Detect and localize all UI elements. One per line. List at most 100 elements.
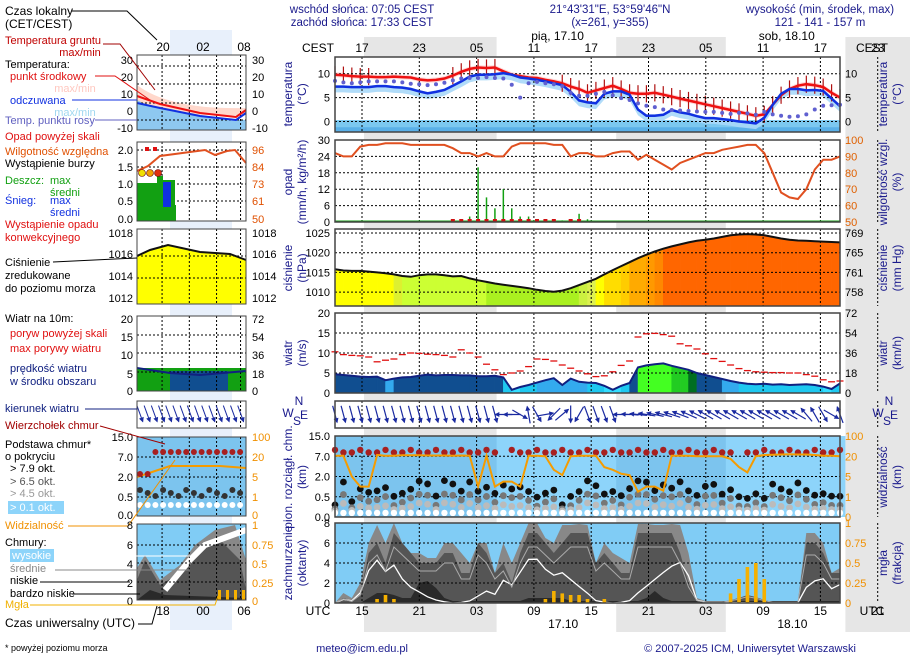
legend-wind-arrow — [215, 405, 223, 423]
cloud-base-dot-65 — [457, 496, 465, 504]
cloud-top-dot — [458, 446, 465, 454]
wind-arrow-head — [400, 417, 406, 424]
cloud-base-dot-01 — [449, 509, 457, 517]
legend-fog-bar — [242, 590, 245, 600]
legend-tick-left: 0 — [127, 106, 133, 118]
legend-cloud-base1: Podstawa chmur* — [5, 439, 92, 451]
legend-tick-right: 10 — [252, 89, 264, 101]
pressure-area — [772, 236, 782, 307]
pressure-mmhg-tick: 765 — [845, 248, 863, 260]
cloud-base-dot-45 — [584, 499, 591, 507]
legend-tick-left: 7.0 — [118, 452, 133, 464]
cloud-base-dot-01 — [516, 509, 524, 517]
temp-tick-right: 0 — [845, 116, 851, 128]
arrow-head — [211, 416, 216, 423]
pressure-area — [385, 272, 395, 307]
cloud-base-dot-01 — [533, 509, 541, 517]
legend-cloud-base-white — [137, 502, 143, 508]
cloud-base-dot-45 — [441, 499, 448, 507]
legend-tick-left: -10 — [117, 123, 133, 135]
legend-tick-left: 15.0 — [112, 432, 133, 444]
legend-local-tick: 20 — [156, 40, 170, 54]
wind-arrow-head — [494, 412, 500, 417]
local-tick: 23 — [642, 41, 656, 55]
legend-snow-bar — [163, 182, 171, 207]
precip-tick: 30 — [318, 135, 330, 147]
legend-cloud-top: Wierzchołek chmur — [5, 420, 99, 432]
cloud-base-dot-79 — [550, 486, 558, 494]
axis-title-line1: wilgotność wzgl. — [876, 139, 890, 227]
wind-arrow-head — [568, 418, 574, 424]
legend-pressure-line — [136, 243, 247, 261]
wind-arrow-head — [620, 411, 626, 417]
copyright-text: © 2007-2025 ICM, Uniwersytet Warszawski — [644, 643, 856, 655]
local-tick: 17 — [585, 41, 599, 55]
legend-over-scale-marker — [153, 147, 157, 151]
legend-tick-left: 1012 — [109, 293, 133, 305]
cloud-base-dot-45 — [516, 502, 524, 509]
pressure-area — [654, 248, 664, 307]
cloud-top-dot — [474, 449, 482, 456]
cloud-base-dot-01 — [483, 509, 490, 517]
legend-cloud-base-dot — [198, 493, 205, 499]
legend-tick-right: 54 — [252, 332, 264, 344]
utc-label-right: UTC — [860, 604, 885, 618]
legend-wind-arrow — [143, 405, 151, 423]
cloud-base-dot-65 — [659, 492, 667, 500]
wind-arrow-head — [358, 417, 364, 424]
cloud-top-dot — [710, 446, 717, 454]
wind-kmh-tick: 0 — [845, 388, 851, 400]
cover-tick: 8 — [324, 518, 330, 530]
compass-right-e: E — [890, 408, 898, 422]
cloud-base-dot-79 — [634, 477, 642, 485]
legend-cloud-base-white — [221, 502, 228, 508]
legend-cloud-base-white — [214, 502, 220, 508]
legend-cloud-top-dot — [160, 449, 167, 455]
visibility-tick: 20 — [845, 451, 857, 463]
cloud-base-dot-01 — [777, 509, 785, 517]
cloud-top-dot — [550, 449, 558, 456]
day-label-bottom: 17.10 — [548, 617, 578, 631]
cloud-base-dot-65 — [483, 493, 490, 500]
compass-e: E — [300, 408, 308, 422]
legend-panel-border — [136, 523, 247, 601]
cloud-base-dot-45 — [365, 504, 373, 512]
cloud-base-dot-79 — [643, 478, 650, 486]
cloud-base-dot-45 — [752, 505, 760, 512]
cloud-top-dot — [348, 449, 356, 456]
legend-maxmin2: max/min — [54, 107, 96, 119]
cloud-top-dot — [676, 449, 684, 456]
axis-title-line1: mgła — [876, 550, 890, 576]
local-tick: 11 — [528, 41, 541, 55]
cloud-top-dot — [373, 449, 381, 456]
wind-arrow-head — [756, 410, 763, 415]
cloud-base-dot-01 — [491, 509, 499, 517]
pressure-tick: 1025 — [306, 228, 330, 240]
cloud-base-dot-79 — [811, 491, 819, 499]
wind-area — [427, 374, 437, 394]
utc-tick: 15 — [585, 604, 599, 618]
local-tick: 11 — [757, 41, 770, 55]
legend-footnote: * powyżej poziomu morza — [5, 643, 108, 653]
axis-title-line1: opad — [281, 169, 295, 196]
legend-utc-tick: 06 — [237, 604, 251, 618]
cloud-base-dot-45 — [575, 504, 583, 511]
cloud-base-dot-65 — [651, 495, 659, 503]
legend-over-scale-marker — [145, 147, 149, 151]
dew-point-dot — [745, 111, 750, 116]
wind-arrow — [531, 406, 542, 423]
axis-title-right: widzialność (km) — [876, 446, 904, 508]
wind-arrow-head — [342, 417, 347, 424]
cloud-base-dot-65 — [676, 491, 684, 498]
wind-arrow-head — [739, 410, 746, 415]
legend-panel-border — [136, 54, 247, 131]
cloud-base-dot-65 — [441, 490, 448, 498]
grid-position-text: (x=261, y=355) — [571, 17, 649, 29]
cloud-base-dot-45 — [407, 503, 415, 510]
contact-email-link[interactable]: meteo@icm.edu.pl — [316, 643, 408, 655]
legend-panel-border — [136, 400, 247, 429]
pressure-area — [553, 290, 563, 307]
cloud-base-dot-01 — [550, 509, 558, 517]
feels-like-line — [335, 71, 841, 125]
cloud-base-dot-01 — [508, 509, 515, 517]
